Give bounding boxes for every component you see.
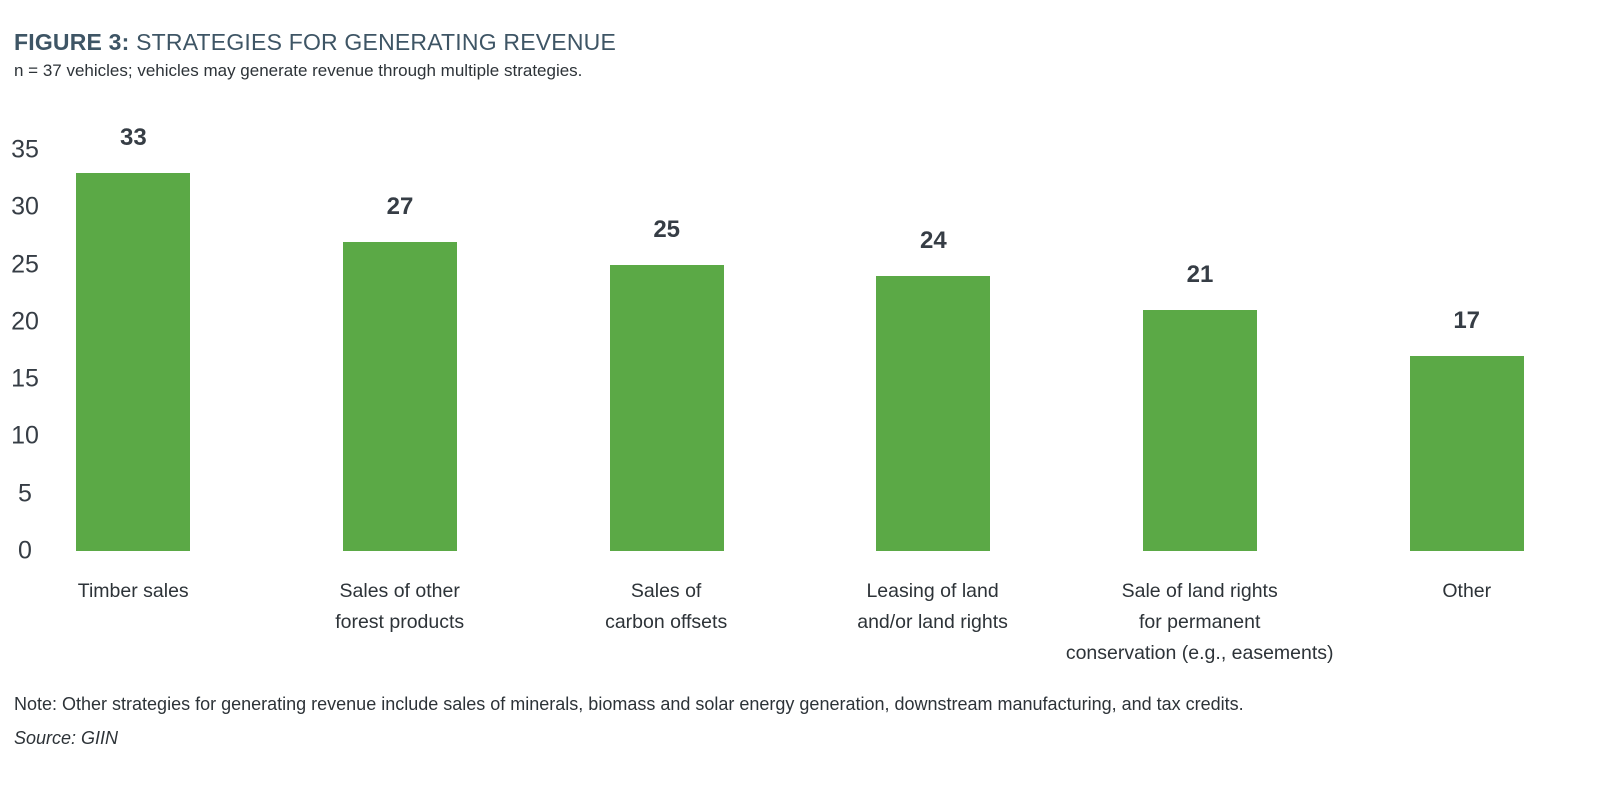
- category-label-text: Sales of other forest products: [335, 580, 465, 634]
- figure-title: FIGURE 3: STRATEGIES FOR GENERATING REVE…: [14, 29, 616, 56]
- bar: [1409, 356, 1524, 551]
- category-label-text: Timber sales: [77, 580, 189, 602]
- bar-column: 17: [1333, 150, 1600, 551]
- bar-value-label: 25: [653, 215, 681, 243]
- bar: [76, 172, 191, 551]
- y-tick-label: 30: [11, 192, 39, 221]
- y-tick-label: 25: [11, 250, 39, 279]
- bar-column: 27: [267, 150, 534, 551]
- x-axis-category-labels: Timber sales Sales of other forest produc…: [0, 576, 1600, 670]
- bar-column: 25: [533, 150, 800, 551]
- bar-value-label: 33: [119, 123, 147, 151]
- bar: [876, 276, 991, 551]
- y-tick-label: 15: [11, 364, 39, 393]
- bar: [609, 264, 724, 551]
- y-tick-label: 5: [18, 479, 32, 508]
- plot-area: 33 27 25 24 21 17: [0, 125, 1600, 551]
- figure-number-label: FIGURE 3:: [14, 29, 130, 55]
- y-tick-label: 20: [11, 307, 39, 336]
- bar-value-label: 27: [386, 192, 414, 220]
- bar: [1143, 310, 1258, 551]
- category-label: Timber sales: [0, 576, 266, 670]
- bar-column: 21: [1067, 150, 1334, 551]
- category-label: Sales of other forest products: [266, 576, 532, 670]
- y-tick-label: 0: [18, 536, 32, 565]
- category-label: Sales of carbon offsets: [533, 576, 799, 670]
- bar-column: 24: [800, 150, 1067, 551]
- category-label: Sale of land rights for permanent conser…: [1066, 576, 1334, 670]
- figure-subtitle: n = 37 vehicles; vehicles may generate r…: [14, 61, 583, 80]
- chart-source: Source: GIIN: [14, 728, 119, 748]
- y-tick-label: 35: [11, 135, 39, 164]
- category-label-text: Sales of carbon offsets: [605, 580, 728, 634]
- category-label-text: Sale of land rights for permanent conser…: [1065, 580, 1334, 665]
- bar-value-label: 24: [919, 227, 947, 255]
- bar: [343, 241, 457, 551]
- bar-value-label: 21: [1186, 261, 1214, 289]
- category-label-text: Other: [1442, 580, 1492, 602]
- bar-column: 33: [0, 125, 267, 551]
- bar-chart: 0 5 10 15 20 25 30 35 33 27 25 24 21 17: [0, 125, 1600, 563]
- chart-note: Note: Other strategies for generating re…: [14, 694, 1244, 714]
- category-label: Leasing of land and/or land rights: [799, 576, 1065, 670]
- figure-title-text: STRATEGIES FOR GENERATING REVENUE: [129, 29, 616, 55]
- bar-value-label: 17: [1453, 307, 1481, 335]
- y-axis: 0 5 10 15 20 25 30 35: [8, 137, 42, 563]
- y-tick-label: 10: [11, 421, 39, 450]
- category-label-text: Leasing of land and/or land rights: [857, 580, 1008, 634]
- category-label: Other: [1334, 576, 1600, 670]
